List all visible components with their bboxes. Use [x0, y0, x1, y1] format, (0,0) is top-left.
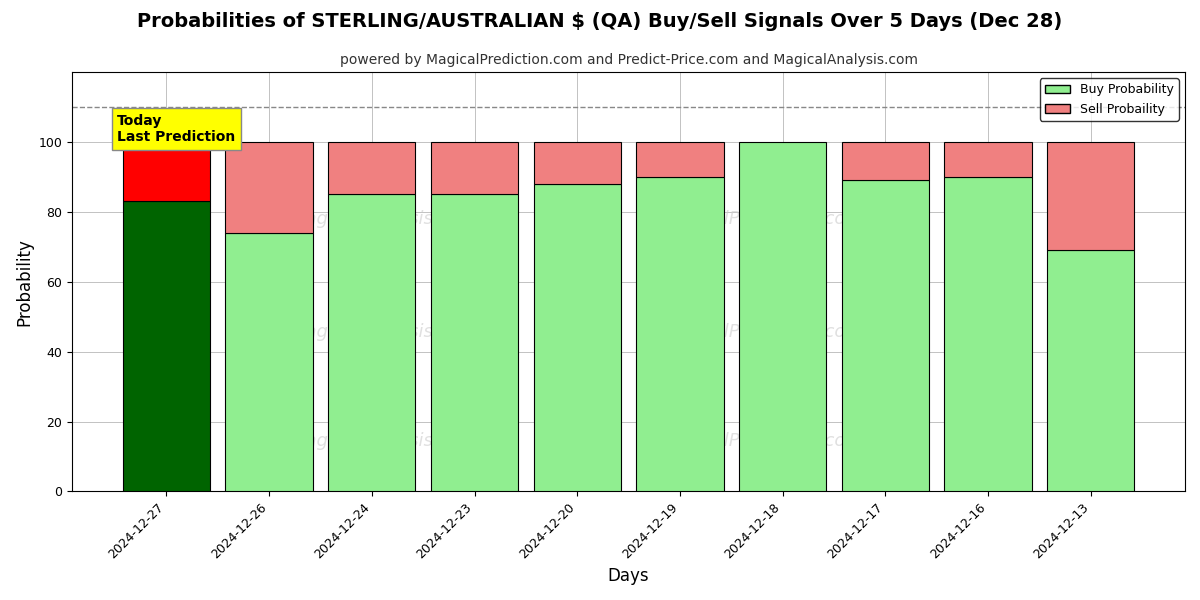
- Y-axis label: Probability: Probability: [16, 238, 34, 326]
- Bar: [431, 194, 518, 491]
- Bar: [534, 142, 620, 184]
- Bar: [841, 142, 929, 181]
- Bar: [534, 184, 620, 491]
- Bar: [1048, 142, 1134, 250]
- Text: MagicalPrediction.com: MagicalPrediction.com: [661, 210, 864, 228]
- Text: MagicalPrediction.com: MagicalPrediction.com: [661, 432, 864, 450]
- Legend: Buy Probability, Sell Probaility: Buy Probability, Sell Probaility: [1040, 78, 1178, 121]
- Text: MagicalAnalysis.com: MagicalAnalysis.com: [290, 323, 478, 341]
- Text: Probabilities of STERLING/AUSTRALIAN $ (QA) Buy/Sell Signals Over 5 Days (Dec 28: Probabilities of STERLING/AUSTRALIAN $ (…: [137, 12, 1063, 31]
- Text: Today
Last Prediction: Today Last Prediction: [118, 114, 235, 144]
- Bar: [636, 142, 724, 177]
- Bar: [328, 142, 415, 194]
- Bar: [841, 181, 929, 491]
- Bar: [431, 142, 518, 194]
- Bar: [226, 233, 313, 491]
- Text: MagicalAnalysis.com: MagicalAnalysis.com: [290, 432, 478, 450]
- X-axis label: Days: Days: [607, 567, 649, 585]
- Bar: [944, 142, 1032, 177]
- Bar: [122, 202, 210, 491]
- Title: powered by MagicalPrediction.com and Predict-Price.com and MagicalAnalysis.com: powered by MagicalPrediction.com and Pre…: [340, 53, 918, 67]
- Bar: [944, 177, 1032, 491]
- Bar: [739, 142, 827, 491]
- Bar: [636, 177, 724, 491]
- Bar: [328, 194, 415, 491]
- Text: MagicalAnalysis.com: MagicalAnalysis.com: [290, 210, 478, 228]
- Bar: [226, 142, 313, 233]
- Bar: [122, 142, 210, 202]
- Text: MagicalPrediction.com: MagicalPrediction.com: [661, 323, 864, 341]
- Bar: [1048, 250, 1134, 491]
